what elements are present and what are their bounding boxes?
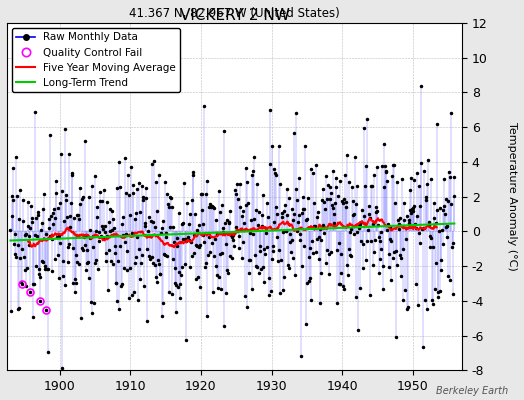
Legend: Raw Monthly Data, Quality Control Fail, Five Year Moving Average, Long-Term Tren: Raw Monthly Data, Quality Control Fail, … [12, 28, 180, 92]
Text: Berkeley Earth: Berkeley Earth [436, 386, 508, 396]
Y-axis label: Temperature Anomaly (°C): Temperature Anomaly (°C) [507, 122, 517, 271]
Text: 41.367 N, 82.967 W (United States): 41.367 N, 82.967 W (United States) [129, 6, 340, 20]
Title: VICKERY 2 NW: VICKERY 2 NW [180, 8, 289, 23]
